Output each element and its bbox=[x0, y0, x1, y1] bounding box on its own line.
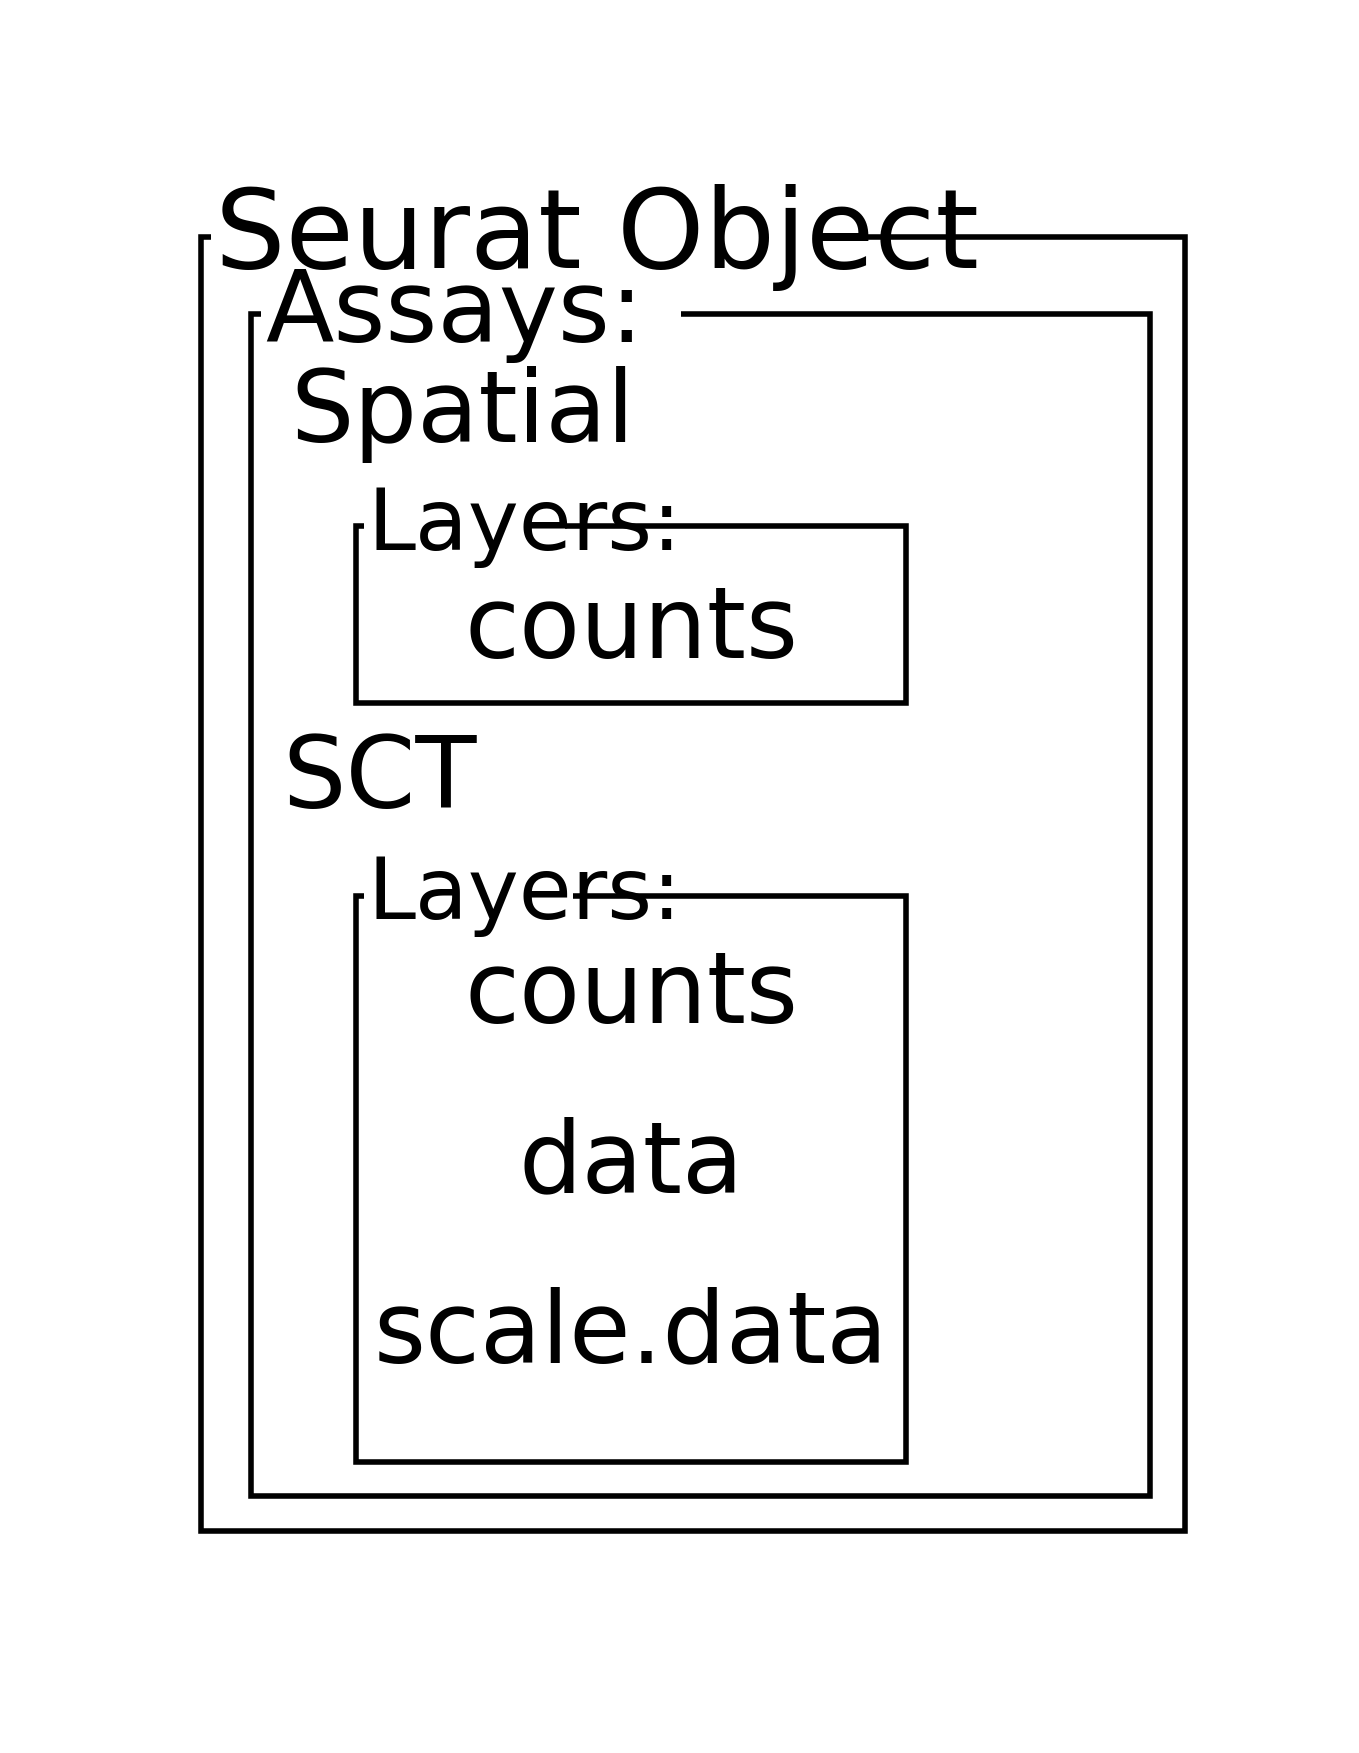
Text: SCT: SCT bbox=[283, 731, 477, 829]
Bar bbox=[356, 896, 906, 1462]
Text: counts: counts bbox=[463, 582, 798, 678]
Text: scale.data: scale.data bbox=[374, 1287, 889, 1383]
Bar bbox=[211, 230, 833, 244]
Bar bbox=[364, 889, 573, 901]
Text: Spatial: Spatial bbox=[289, 366, 635, 463]
Text: Seurat Object: Seurat Object bbox=[215, 184, 978, 291]
Text: Layers:: Layers: bbox=[367, 484, 682, 568]
Bar bbox=[356, 526, 906, 703]
Bar bbox=[251, 314, 1150, 1497]
Bar bbox=[261, 307, 681, 321]
Text: data: data bbox=[518, 1117, 743, 1213]
Text: counts: counts bbox=[463, 947, 798, 1045]
Text: Assays:: Assays: bbox=[265, 266, 644, 363]
Text: Layers:: Layers: bbox=[367, 854, 682, 938]
Bar bbox=[364, 519, 565, 531]
